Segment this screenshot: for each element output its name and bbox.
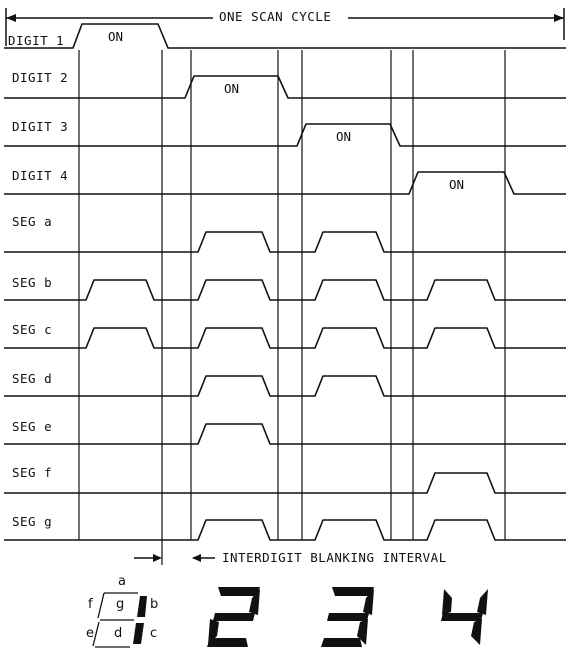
scan-cycle-arrow-right [554,14,564,22]
row-label: SEG d [12,371,53,386]
key-c: c [150,626,158,641]
waveform-seg-f [4,472,566,494]
row-label: SEG b [12,275,53,290]
on-label: ON [336,129,352,144]
waveform-digit-3 [4,123,566,147]
digit-3-seg-g [327,613,369,621]
row-label: SEG c [12,322,53,337]
digit-4-seg-c [471,619,482,645]
blanking-arrowhead-left [153,554,162,562]
digit-4-seg-b [477,589,488,615]
on-label: ON [108,29,124,44]
waveform-digit-1 [4,23,566,49]
key-g: g [116,597,125,612]
on-label: ON [224,81,240,96]
one-scan-cycle-label: ONE SCAN CYCLE [215,9,336,24]
key-b: b [150,597,159,612]
key-seg-c-bar [133,623,144,644]
digit-2-seg-b [249,589,260,615]
row-label: DIGIT 2 [12,70,69,85]
digit-3-seg-a [332,587,374,596]
digit-3-seg-d [321,638,362,647]
row-label: SEG e [12,419,53,434]
digit-2-seg-d [207,638,248,647]
row-label: DIGIT 1 [8,33,65,48]
digit-2-seg-g [213,613,255,621]
key-a: a [118,574,126,589]
interdigit-blanking-label: INTERDIGIT BLANKING INTERVAL [218,550,451,565]
waveform-seg-c [4,327,566,349]
on-label: ON [449,177,465,192]
row-label: SEG f [12,465,53,480]
waveform-digit-4 [4,171,566,195]
key-seg-b-bar [137,596,147,617]
key-seg-e-line [92,621,100,647]
row-label: DIGIT 4 [12,168,69,183]
key-d: d [114,626,123,641]
waveform-seg-g [4,519,566,541]
blanking-arrowhead-right [192,554,201,562]
waveform-seg-d [4,375,566,397]
waveform-digit-2 [4,75,566,99]
waveform-seg-b [4,279,566,301]
digit-4-seg-g [441,613,483,621]
digit-4-seg-f [442,589,452,615]
waveform-seg-a [4,231,566,253]
scan-cycle-arrow-left [6,14,16,22]
waveform-seg-e [4,423,566,445]
row-label: DIGIT 3 [12,119,69,134]
digit-2-seg-a [218,587,260,596]
key-seg-f-line [97,592,105,619]
row-label: SEG g [12,514,53,529]
key-e: e [86,626,94,641]
key-f: f [88,597,93,612]
row-label: SEG a [12,214,53,229]
digit-3-seg-b [363,589,374,615]
